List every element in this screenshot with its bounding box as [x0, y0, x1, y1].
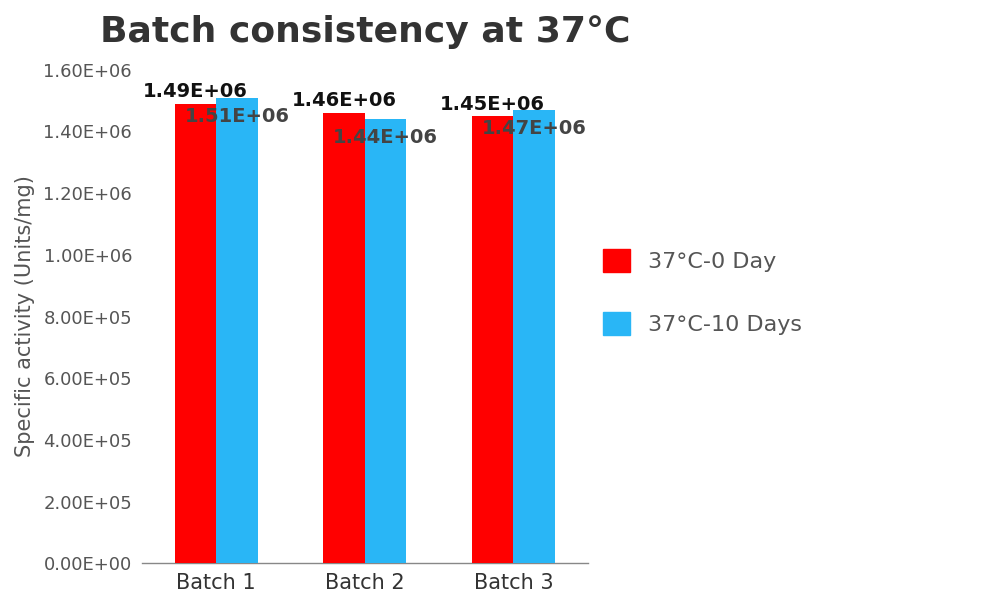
Text: 1.47E+06: 1.47E+06	[482, 119, 587, 138]
Bar	[175, 104, 216, 563]
Text: 1.45E+06: 1.45E+06	[440, 95, 545, 114]
Text: 1.51E+06: 1.51E+06	[184, 107, 289, 126]
Bar	[365, 119, 406, 563]
Text: 1.49E+06: 1.49E+06	[143, 82, 248, 102]
Legend: 37°C-0 Day, 37°C-10 Days: 37°C-0 Day, 37°C-10 Days	[603, 249, 802, 335]
Text: 1.44E+06: 1.44E+06	[333, 128, 438, 147]
Text: 1.46E+06: 1.46E+06	[291, 91, 396, 111]
Bar	[513, 110, 555, 563]
Y-axis label: Specific activity (Units/mg): Specific activity (Units/mg)	[15, 176, 35, 457]
Bar	[216, 97, 258, 563]
Bar	[472, 116, 513, 563]
Bar	[323, 113, 365, 563]
Title: Batch consistency at 37°C: Batch consistency at 37°C	[100, 15, 630, 49]
